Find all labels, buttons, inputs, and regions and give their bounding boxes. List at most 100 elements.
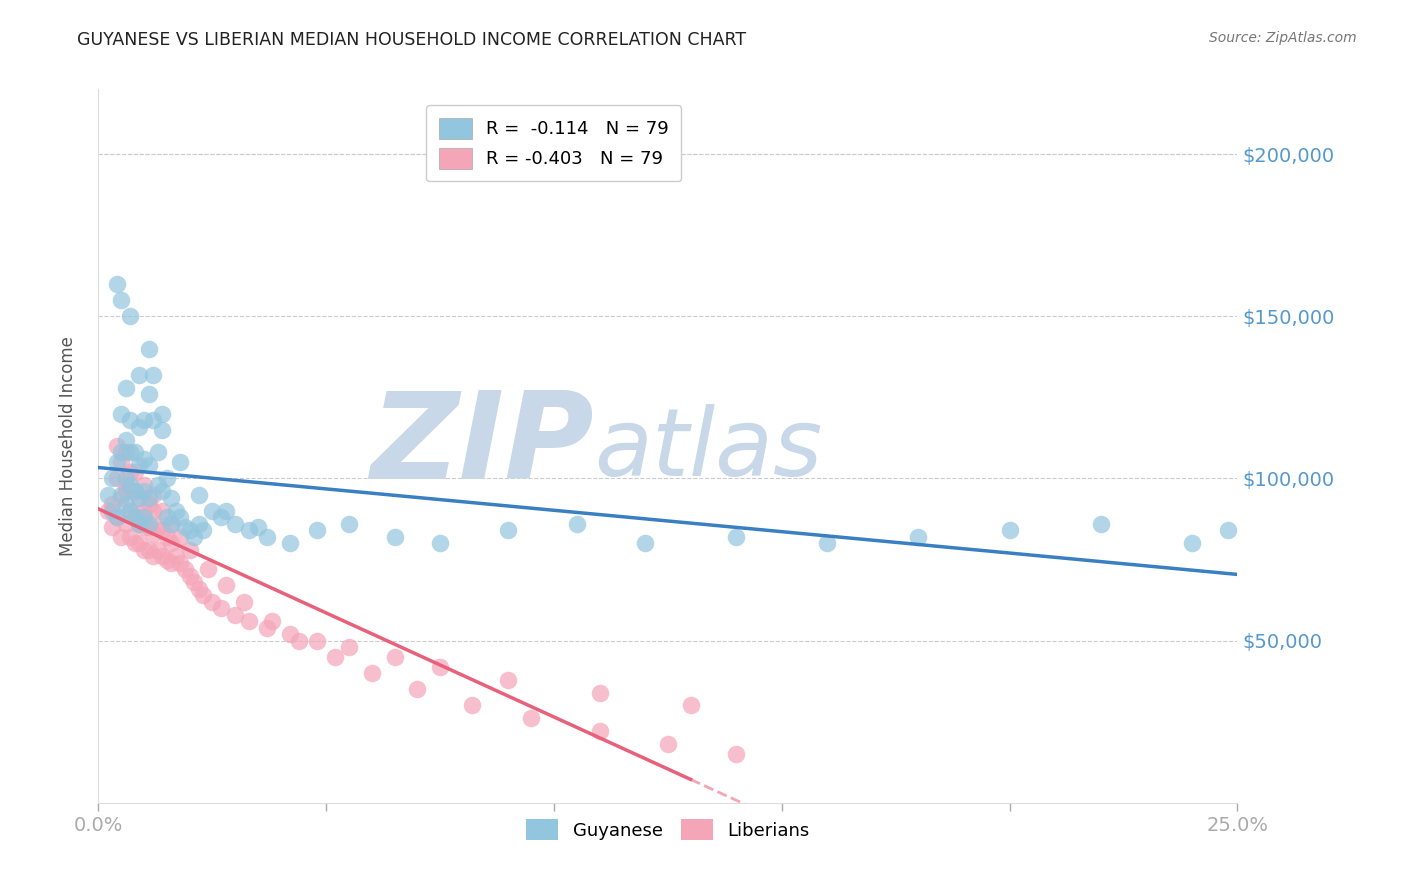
Text: GUYANESE VS LIBERIAN MEDIAN HOUSEHOLD INCOME CORRELATION CHART: GUYANESE VS LIBERIAN MEDIAN HOUSEHOLD IN… <box>77 31 747 49</box>
Point <box>201 504 224 518</box>
Point <box>142 413 165 427</box>
Point <box>150 549 173 564</box>
Point <box>150 484 173 499</box>
Point <box>124 510 146 524</box>
Point <box>132 478 155 492</box>
Point <box>96 488 118 502</box>
Point <box>156 471 179 485</box>
Point <box>114 478 136 492</box>
Point <box>146 478 169 492</box>
Point <box>132 542 155 557</box>
Text: atlas: atlas <box>593 404 823 495</box>
Point <box>124 536 146 550</box>
Point <box>429 536 451 550</box>
Point <box>160 536 183 550</box>
Point <box>138 387 160 401</box>
Point <box>150 524 173 538</box>
Point <box>657 738 679 752</box>
Point <box>498 673 520 687</box>
Point <box>128 368 150 382</box>
Point <box>215 504 238 518</box>
Point <box>233 595 256 609</box>
Point <box>256 530 278 544</box>
Point <box>169 455 191 469</box>
Point <box>1090 516 1112 531</box>
Point <box>142 504 165 518</box>
Point <box>384 649 406 664</box>
Point <box>725 530 748 544</box>
Point <box>105 471 128 485</box>
Legend: Guyanese, Liberians: Guyanese, Liberians <box>519 812 817 847</box>
Point <box>101 497 124 511</box>
Point <box>146 542 169 557</box>
Point <box>160 556 183 570</box>
Point <box>110 455 132 469</box>
Point <box>169 530 191 544</box>
Point <box>114 471 136 485</box>
Point <box>132 484 155 499</box>
Y-axis label: Median Household Income: Median Household Income <box>59 336 77 556</box>
Point <box>634 536 657 550</box>
Point <box>114 497 136 511</box>
Point <box>307 633 329 648</box>
Point <box>114 484 136 499</box>
Point <box>142 368 165 382</box>
Point <box>174 520 197 534</box>
Point <box>120 504 142 518</box>
Point <box>260 614 283 628</box>
Point <box>1181 536 1204 550</box>
Point <box>187 488 209 502</box>
Point <box>128 491 150 505</box>
Point <box>128 510 150 524</box>
Point <box>165 549 187 564</box>
Point <box>124 445 146 459</box>
Point <box>183 575 205 590</box>
Point <box>201 595 224 609</box>
Text: ZIP: ZIP <box>370 387 593 505</box>
Point <box>105 510 128 524</box>
Point <box>124 465 146 479</box>
Point <box>160 516 183 531</box>
Point <box>101 504 124 518</box>
Point <box>337 516 360 531</box>
Point <box>150 407 173 421</box>
Point <box>124 484 146 499</box>
Point <box>498 524 520 538</box>
Point <box>815 536 838 550</box>
Point <box>179 568 201 582</box>
Point <box>169 556 191 570</box>
Point <box>142 526 165 541</box>
Point <box>1218 524 1240 538</box>
Point <box>588 724 610 739</box>
Point <box>110 488 132 502</box>
Point <box>124 510 146 524</box>
Point <box>138 516 160 531</box>
Point <box>114 445 136 459</box>
Point <box>224 607 246 622</box>
Point <box>114 433 136 447</box>
Point <box>907 530 929 544</box>
Point <box>193 588 215 602</box>
Point <box>179 542 201 557</box>
Point <box>138 542 160 557</box>
Point <box>520 711 543 725</box>
Point <box>132 510 155 524</box>
Point <box>110 491 132 505</box>
Point <box>110 407 132 421</box>
Point <box>238 524 260 538</box>
Point <box>120 413 142 427</box>
Point <box>105 510 128 524</box>
Point <box>110 293 132 307</box>
Point <box>138 520 160 534</box>
Point <box>120 478 142 492</box>
Point <box>120 465 142 479</box>
Point <box>128 458 150 473</box>
Point <box>124 484 146 499</box>
Point <box>169 510 191 524</box>
Point <box>156 552 179 566</box>
Point <box>156 530 179 544</box>
Point <box>105 439 128 453</box>
Point <box>429 659 451 673</box>
Point <box>588 685 610 699</box>
Point <box>278 536 301 550</box>
